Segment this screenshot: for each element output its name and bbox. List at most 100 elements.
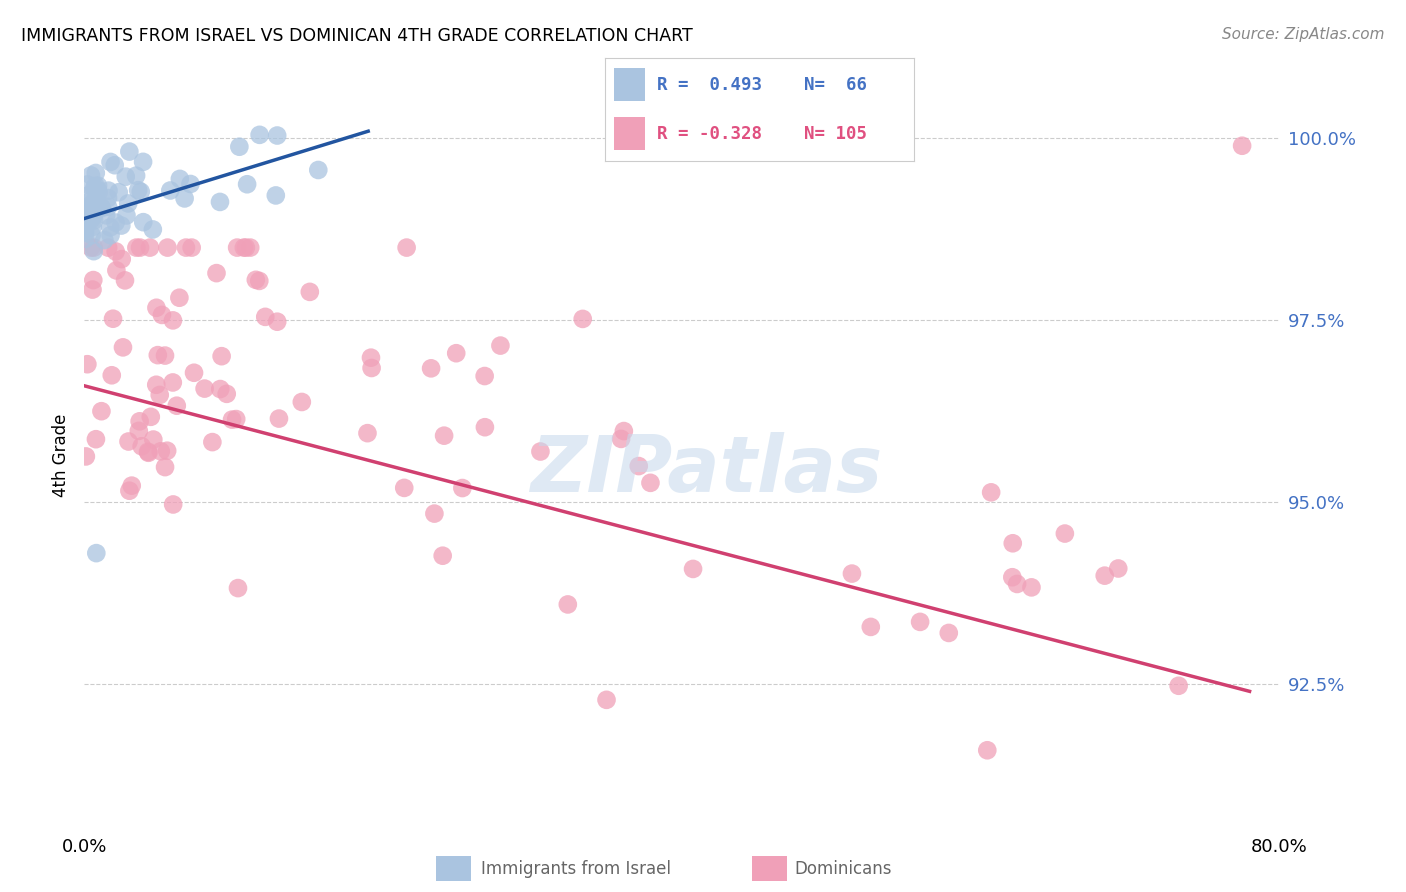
Point: [179, 177, 201, 191]
Point: [84, 193, 107, 207]
Point: [76, 216, 98, 230]
Point: [93, 233, 115, 247]
Point: [205, 266, 228, 280]
Point: [125, 241, 148, 255]
Point: [128, 414, 150, 428]
Point: [169, 291, 191, 305]
Point: [104, 244, 127, 259]
Point: [232, 241, 254, 255]
Point: [114, 273, 136, 287]
Point: [307, 163, 329, 178]
Point: [90, 200, 112, 214]
Point: [150, 308, 173, 322]
Point: [127, 183, 149, 197]
Point: [208, 194, 231, 209]
Text: Source: ZipAtlas.com: Source: ZipAtlas.com: [1222, 27, 1385, 42]
Point: [174, 241, 197, 255]
Point: [613, 424, 636, 438]
Point: [76, 202, 98, 217]
Point: [1094, 568, 1116, 582]
Point: [142, 222, 165, 236]
Point: [254, 310, 277, 324]
Point: [166, 399, 188, 413]
Point: [75, 202, 97, 216]
Point: [156, 241, 179, 255]
Point: [82, 273, 104, 287]
Point: [682, 562, 704, 576]
Point: [118, 483, 141, 498]
Point: [75, 232, 97, 246]
Point: [145, 377, 167, 392]
Point: [107, 186, 129, 200]
Point: [86, 183, 108, 197]
Point: [640, 475, 662, 490]
Text: R = -0.328    N= 105: R = -0.328 N= 105: [657, 125, 868, 143]
Point: [79, 210, 101, 224]
Point: [145, 301, 167, 315]
Point: [86, 546, 108, 560]
Point: [162, 498, 184, 512]
Point: [98, 220, 121, 235]
Point: [80, 228, 103, 243]
Point: [90, 404, 112, 418]
Point: [105, 263, 128, 277]
Point: [84, 194, 107, 209]
Point: [215, 387, 238, 401]
Point: [1167, 679, 1189, 693]
Point: [79, 194, 101, 209]
Point: [245, 273, 267, 287]
Point: [100, 155, 122, 169]
Point: [75, 222, 97, 236]
Point: [82, 219, 104, 234]
Point: [908, 615, 931, 629]
Point: [100, 368, 122, 383]
Point: [118, 145, 141, 159]
Point: [298, 285, 321, 299]
Point: [129, 241, 152, 255]
Point: [159, 184, 181, 198]
Point: [97, 184, 120, 198]
Point: [156, 443, 179, 458]
Text: IMMIGRANTS FROM ISRAEL VS DOMINICAN 4TH GRADE CORRELATION CHART: IMMIGRANTS FROM ISRAEL VS DOMINICAN 4TH …: [21, 27, 693, 45]
Point: [111, 340, 134, 354]
Point: [610, 432, 633, 446]
Point: [356, 426, 378, 441]
Point: [980, 485, 1002, 500]
Point: [1230, 138, 1253, 153]
Point: [146, 348, 169, 362]
Point: [104, 216, 127, 230]
Point: [84, 432, 107, 446]
Point: [100, 228, 122, 243]
Point: [226, 241, 249, 255]
Point: [87, 186, 110, 200]
Point: [117, 196, 139, 211]
Point: [121, 478, 143, 492]
Text: R =  0.493    N=  66: R = 0.493 N= 66: [657, 76, 868, 94]
Text: ZIPatlas: ZIPatlas: [530, 432, 882, 508]
Point: [101, 311, 124, 326]
Point: [173, 191, 195, 205]
Point: [395, 241, 418, 255]
Point: [291, 395, 314, 409]
Point: [859, 620, 882, 634]
Point: [1001, 536, 1024, 550]
Point: [247, 274, 270, 288]
Point: [474, 420, 496, 434]
Point: [571, 312, 593, 326]
Point: [162, 313, 184, 327]
Point: [183, 366, 205, 380]
Point: [938, 626, 960, 640]
Text: Immigrants from Israel: Immigrants from Israel: [481, 860, 671, 878]
Point: [451, 481, 474, 495]
Point: [131, 439, 153, 453]
Point: [236, 178, 259, 192]
Point: [221, 412, 243, 426]
Point: [360, 361, 382, 376]
Point: [80, 169, 103, 183]
Point: [226, 581, 249, 595]
Point: [162, 376, 184, 390]
Point: [1053, 526, 1076, 541]
Point: [1005, 577, 1028, 591]
Point: [420, 361, 443, 376]
Point: [180, 241, 202, 255]
